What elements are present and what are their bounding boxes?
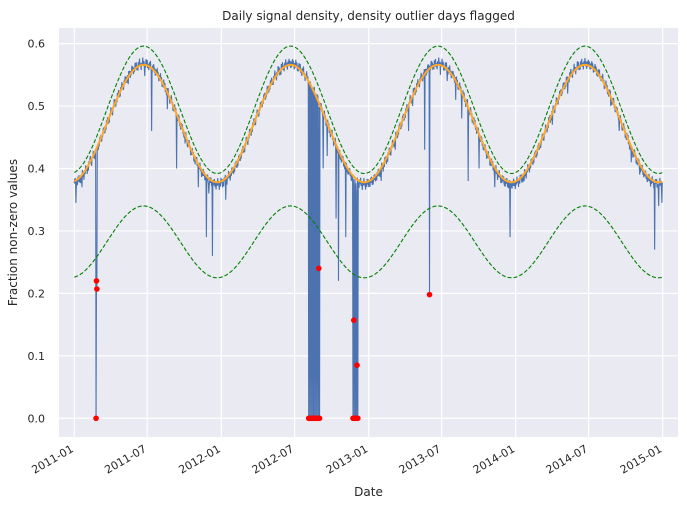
y-tick-label: 0.2: [28, 287, 46, 300]
y-tick-label: 0.4: [28, 162, 46, 175]
outlier-point: [93, 278, 100, 284]
threshold-bound-line: [74, 205, 663, 279]
y-tick-label: 0.0: [28, 412, 46, 425]
outlier-point: [426, 291, 433, 298]
outlier-point: [93, 415, 99, 422]
y-axis-label: Fraction non-zero values: [6, 159, 20, 306]
x-axis-label: Date: [354, 485, 383, 499]
y-tick-label: 0.6: [28, 38, 46, 51]
y-tick-label: 0.5: [28, 100, 46, 113]
threshold-bound-line: [74, 45, 663, 175]
grid: [59, 28, 678, 437]
outlier-layer: [93, 265, 433, 422]
outlier-point: [355, 415, 361, 422]
y-tick-label: 0.3: [28, 225, 46, 238]
outlier-point: [351, 317, 357, 324]
chart-title: Daily signal density, density outlier da…: [222, 9, 515, 23]
outlier-point: [316, 415, 323, 422]
y-tick-label: 0.1: [28, 350, 46, 363]
outlier-point: [354, 362, 360, 368]
outlier-point: [315, 265, 322, 272]
seasonal-fit-line: [73, 63, 663, 184]
outlier-point: [94, 286, 100, 292]
y-axis-ticks: 0.0 0.1 0.2 0.3 0.4 0.5 0.6: [28, 38, 46, 426]
series-layer: [73, 45, 663, 419]
